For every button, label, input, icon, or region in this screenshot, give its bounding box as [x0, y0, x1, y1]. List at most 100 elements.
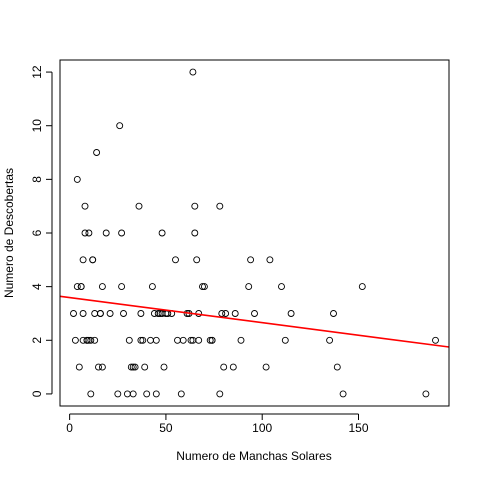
data-point	[281, 336, 289, 344]
data-point	[102, 229, 110, 237]
data-point	[200, 283, 208, 291]
data-point	[177, 390, 185, 398]
data-point	[79, 256, 87, 264]
regression-line	[59, 295, 450, 348]
y-axis: 0 2 4 6 8 10 12	[30, 65, 53, 397]
data-point	[98, 283, 106, 291]
data-point	[193, 256, 201, 264]
data-point	[330, 310, 337, 317]
data-point	[120, 310, 127, 317]
data-point	[73, 175, 81, 183]
data-point	[287, 310, 295, 317]
data-point	[125, 336, 133, 344]
data-point	[143, 390, 151, 398]
data-point	[154, 310, 162, 317]
x-tick-label: 100	[252, 421, 272, 435]
data-point	[89, 256, 97, 264]
y-tick-label: 2	[30, 337, 44, 344]
data-point	[245, 283, 253, 291]
plot-frame	[59, 59, 450, 407]
x-axis-label: Numero de Manchas Solares	[176, 449, 331, 463]
data-point	[208, 336, 216, 344]
data-point	[135, 202, 143, 210]
data-point	[206, 336, 214, 344]
data-point	[222, 310, 230, 317]
data-point	[116, 122, 124, 130]
data-point	[81, 229, 89, 237]
data-point	[87, 336, 95, 344]
data-point	[160, 363, 168, 371]
data-point	[218, 310, 226, 317]
y-tick-label: 10	[30, 119, 44, 133]
data-point	[129, 390, 137, 398]
data-point	[95, 363, 102, 371]
data-point	[152, 390, 160, 398]
data-point	[118, 229, 126, 237]
data-point	[237, 336, 245, 344]
data-points	[70, 68, 439, 398]
data-point	[216, 390, 224, 398]
data-point	[172, 256, 179, 264]
data-point	[148, 283, 156, 291]
data-point	[266, 256, 274, 264]
data-point	[278, 283, 285, 291]
data-point	[93, 149, 101, 156]
data-point	[141, 363, 149, 371]
data-point	[106, 310, 114, 317]
data-point	[137, 336, 145, 344]
data-point	[247, 256, 255, 264]
data-point	[137, 310, 145, 317]
data-point	[152, 336, 160, 344]
data-point	[187, 336, 195, 344]
y-tick-label: 0	[30, 390, 44, 397]
data-point	[326, 336, 334, 344]
y-tick-label: 8	[30, 176, 44, 183]
data-point	[75, 363, 83, 371]
data-point	[73, 283, 81, 291]
data-point	[158, 229, 166, 237]
data-point	[333, 363, 341, 371]
data-point	[262, 363, 270, 371]
data-point	[70, 310, 77, 317]
data-point	[87, 390, 95, 398]
data-point	[195, 336, 203, 344]
data-point	[85, 229, 93, 237]
data-point	[83, 336, 91, 344]
data-point	[77, 283, 85, 291]
data-point	[191, 202, 199, 210]
data-point	[91, 336, 99, 344]
data-point	[96, 310, 104, 317]
data-point	[251, 310, 258, 317]
x-tick-label: 150	[348, 421, 368, 435]
data-point	[422, 390, 430, 398]
data-point	[139, 336, 147, 344]
data-point	[339, 390, 347, 398]
data-point	[191, 229, 199, 237]
y-tick-label: 6	[30, 229, 44, 236]
y-axis-label: Numero de Descobertas	[2, 168, 16, 298]
x-axis: 0 50 100 150	[66, 413, 369, 435]
data-point	[131, 363, 139, 371]
y-tick-label: 4	[30, 283, 44, 290]
data-point	[129, 363, 137, 371]
x-tick-label: 50	[159, 421, 173, 435]
data-point	[199, 283, 206, 291]
data-point	[229, 363, 237, 371]
data-point	[127, 363, 135, 371]
data-point	[81, 202, 89, 210]
regression-line-group	[59, 295, 450, 348]
data-point	[216, 202, 224, 210]
data-point	[189, 68, 197, 76]
data-point	[114, 390, 122, 398]
data-point	[118, 283, 126, 291]
data-point	[432, 336, 439, 344]
data-point	[79, 310, 87, 317]
data-point	[358, 283, 366, 291]
data-point	[220, 363, 228, 371]
data-point	[98, 363, 106, 371]
y-tick-label: 12	[30, 65, 44, 79]
x-tick-label: 0	[66, 421, 73, 435]
data-point	[179, 336, 187, 344]
